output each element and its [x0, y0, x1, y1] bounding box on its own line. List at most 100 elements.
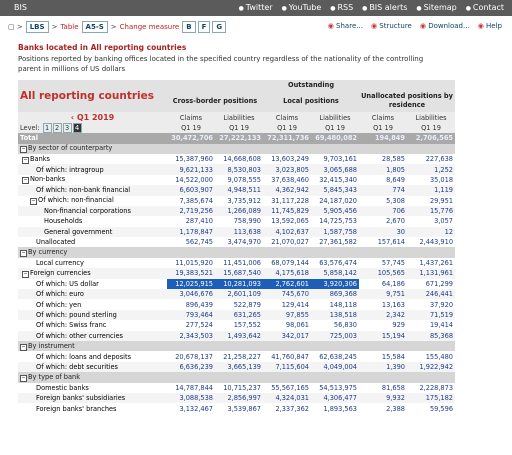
- level-cell: Level: 1 2 3 4: [18, 122, 167, 134]
- toggle[interactable]: −: [20, 250, 27, 258]
- row-label-cell: General government: [18, 226, 167, 238]
- value-cell: 227,638: [425, 155, 454, 164]
- crumb-dataset[interactable]: LBS: [25, 21, 49, 33]
- value-cell: 522,879: [233, 300, 261, 309]
- level-button[interactable]: 4: [72, 122, 82, 133]
- row-label: By sector of counterparty: [28, 144, 113, 153]
- value-cell: 29,951: [429, 196, 454, 205]
- row-label-cell: Of which: pound sterling: [18, 309, 167, 321]
- row-label: By type of bank: [28, 372, 81, 381]
- row-label-cell: Local currency: [18, 258, 167, 268]
- measure-label: Liabilities: [407, 112, 456, 123]
- row-label: By currency: [28, 248, 68, 257]
- value-cell: 5,905,456: [311, 205, 359, 217]
- value-cell: 13,592,065: [271, 217, 309, 226]
- row-label: Foreign banks' subsidiaries: [36, 394, 126, 403]
- value-cell: 69,480,082: [311, 133, 359, 144]
- row-label: Unallocated: [36, 238, 76, 247]
- value-cell: 9,932: [359, 392, 407, 404]
- value-cell: 793,464: [167, 309, 215, 321]
- toggle[interactable]: −: [30, 198, 37, 206]
- top-link[interactable]: BIS alerts: [362, 3, 407, 12]
- top-link[interactable]: Sitemap: [416, 3, 457, 12]
- column-group: Unallocated positions by residence: [359, 90, 456, 113]
- value-cell: 725,003: [311, 330, 359, 341]
- value-cell: 105,565: [359, 268, 407, 279]
- top-link[interactable]: YouTube: [282, 3, 322, 12]
- toggle[interactable]: −: [22, 156, 29, 164]
- data-row: − Non-banks 14,522,000 9,078,555 37,638,460 3…: [18, 175, 455, 185]
- level-button[interactable]: 1: [42, 122, 52, 133]
- value-cell: 15,687,540: [215, 268, 263, 279]
- value-cell: 6,603,907: [167, 185, 215, 196]
- value-cell: 14,522,000: [175, 175, 213, 184]
- row-label-cell: Of which: loans and deposits: [18, 351, 167, 361]
- value-cell: 14,787,844: [175, 383, 213, 392]
- period-label: Q1 19: [311, 122, 359, 134]
- value-cell: 246,441: [407, 289, 456, 300]
- tool-link[interactable]: Structure: [371, 22, 412, 30]
- period-label: Q1 19: [215, 122, 263, 134]
- tool-link[interactable]: Download...: [420, 22, 469, 30]
- top-bar: BIS Twitter YouTube RSS BIS alerts Sitemap Co…: [0, 0, 512, 16]
- value-cell: 3,539,867: [227, 404, 261, 413]
- toggle[interactable]: −: [20, 343, 27, 351]
- period-arrow[interactable]: ‹: [70, 113, 77, 123]
- value-cell: 277,524: [185, 321, 213, 330]
- value-cell: 1,119: [407, 185, 456, 196]
- row-label: Of which: Swiss franc: [36, 321, 107, 330]
- measure-button[interactable]: G: [212, 21, 227, 33]
- value-cell: 9,078,555: [227, 175, 261, 184]
- level-button[interactable]: 3: [62, 122, 72, 133]
- level-button[interactable]: 2: [52, 122, 62, 133]
- value-cell: 3,735,912: [227, 196, 261, 205]
- toggle[interactable]: −: [20, 374, 27, 382]
- row-label: Banks: [30, 154, 50, 163]
- crumb-table-id[interactable]: A5-S: [81, 21, 108, 33]
- top-link[interactable]: Contact: [466, 3, 504, 12]
- value-cell: 30,472,706: [167, 133, 215, 144]
- tool-link[interactable]: Help: [478, 22, 502, 30]
- value-cell: 3,057: [434, 217, 454, 226]
- crumb-measure-link[interactable]: Change measure: [119, 23, 180, 31]
- data-row: Total 30,472,706 27,222,133 72,311,736 69,48…: [18, 133, 456, 144]
- value-cell: 4,175,618: [263, 268, 311, 279]
- value-cell: 1,178,847: [167, 226, 215, 238]
- logo[interactable]: BIS: [14, 3, 27, 12]
- data-row: Of which: euro 3,046,676 2,601,109 745,670 8…: [18, 289, 456, 300]
- period-label: Q1 19: [359, 122, 407, 134]
- data-row: Of which: Swiss franc 277,524 157,552 98,06…: [18, 320, 455, 330]
- value-cell: 57,745: [381, 259, 405, 268]
- row-label-cell: Of which: debt securities: [18, 361, 167, 373]
- top-link[interactable]: RSS: [330, 3, 353, 12]
- value-cell: 129,414: [281, 300, 309, 309]
- measure-button[interactable]: F: [197, 21, 211, 33]
- data-row: Foreign banks' branches 3,132,467 3,539,86…: [18, 403, 455, 413]
- value-cell: 157,552: [233, 321, 261, 330]
- toggle[interactable]: −: [20, 146, 27, 154]
- value-cell: 10,281,093: [215, 278, 263, 290]
- tool-link[interactable]: Share...: [328, 22, 363, 30]
- row-label-cell: Total: [18, 133, 167, 144]
- value-cell: 929: [392, 321, 405, 330]
- toggle[interactable]: −: [22, 270, 29, 278]
- value-cell: 9,751: [359, 289, 407, 300]
- value-cell: 9,621,133: [167, 164, 215, 175]
- value-cell: 758,990: [233, 217, 261, 226]
- value-cell: 72,311,736: [263, 133, 311, 144]
- value-cell: 37,920: [429, 300, 454, 309]
- value-cell: 706: [359, 205, 407, 217]
- value-cell: 15,194: [359, 330, 407, 341]
- data-row: Households 287,410 758,990 13,592,065 14,725…: [18, 216, 455, 226]
- row-label: Of which: intragroup: [36, 165, 104, 174]
- measure-label: Claims: [263, 112, 311, 123]
- value-cell: 2,228,873: [419, 383, 454, 392]
- top-link[interactable]: Twitter: [239, 3, 273, 12]
- toggle[interactable]: −: [22, 177, 29, 185]
- separator: >: [51, 23, 58, 31]
- value-cell: 631,265: [215, 309, 263, 321]
- measure-button[interactable]: B: [182, 21, 196, 33]
- row-label-cell: Of which: US dollar: [18, 279, 167, 289]
